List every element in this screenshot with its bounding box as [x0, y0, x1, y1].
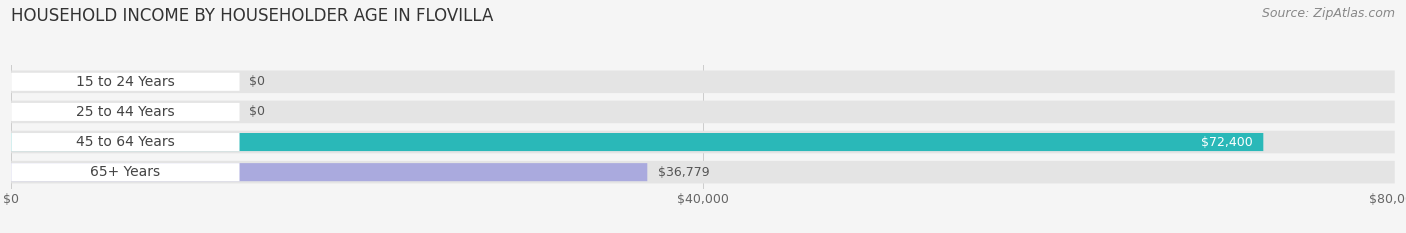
- Text: 25 to 44 Years: 25 to 44 Years: [76, 105, 174, 119]
- FancyBboxPatch shape: [11, 101, 1395, 123]
- FancyBboxPatch shape: [11, 163, 239, 181]
- Text: $36,779: $36,779: [658, 166, 710, 179]
- FancyBboxPatch shape: [11, 103, 239, 121]
- Text: 15 to 24 Years: 15 to 24 Years: [76, 75, 174, 89]
- FancyBboxPatch shape: [11, 161, 1395, 183]
- FancyBboxPatch shape: [11, 71, 1395, 93]
- Text: $72,400: $72,400: [1201, 136, 1253, 149]
- FancyBboxPatch shape: [11, 73, 239, 91]
- Text: Source: ZipAtlas.com: Source: ZipAtlas.com: [1261, 7, 1395, 20]
- FancyBboxPatch shape: [11, 133, 1264, 151]
- Text: 65+ Years: 65+ Years: [90, 165, 160, 179]
- Text: $0: $0: [249, 75, 266, 88]
- Text: 45 to 64 Years: 45 to 64 Years: [76, 135, 174, 149]
- Text: HOUSEHOLD INCOME BY HOUSEHOLDER AGE IN FLOVILLA: HOUSEHOLD INCOME BY HOUSEHOLDER AGE IN F…: [11, 7, 494, 25]
- Text: $0: $0: [249, 105, 266, 118]
- FancyBboxPatch shape: [11, 163, 647, 181]
- FancyBboxPatch shape: [11, 133, 239, 151]
- FancyBboxPatch shape: [11, 131, 1395, 153]
